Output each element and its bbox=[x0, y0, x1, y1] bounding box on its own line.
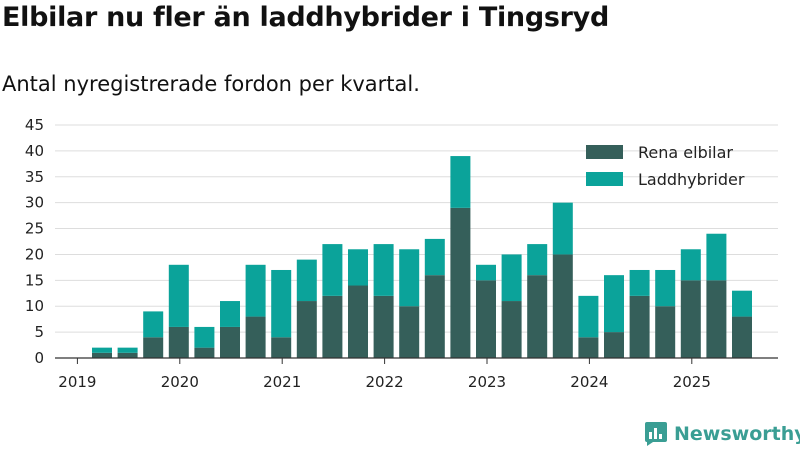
bar-rena-elbilar bbox=[296, 301, 317, 358]
bar-laddhybrider bbox=[348, 249, 368, 286]
bar-rena-elbilar bbox=[348, 285, 368, 358]
bar-laddhybrider bbox=[143, 311, 164, 338]
newsworthy-brand: Newsworthy bbox=[644, 420, 800, 448]
chart-subtitle: Antal nyregistrerade fordon per kvartal. bbox=[2, 72, 420, 96]
bar-laddhybrider bbox=[245, 264, 266, 317]
legend-swatch bbox=[586, 172, 623, 186]
bar-rena-elbilar bbox=[92, 352, 112, 358]
bar-laddhybrider bbox=[629, 269, 650, 296]
bar-rena-elbilar bbox=[322, 295, 343, 358]
bar-rena-elbilar bbox=[680, 280, 701, 358]
bar-rena-elbilar bbox=[424, 275, 445, 358]
y-axis: 0 5 10 15 20 25 30 35 40 45 bbox=[25, 116, 44, 367]
bar-rena-elbilar bbox=[194, 347, 215, 358]
legend-item-rena-elbilar: Rena elbilar bbox=[586, 143, 733, 162]
y-tick-label: 45 bbox=[25, 116, 44, 134]
x-tick-label: 2019 bbox=[58, 373, 96, 391]
y-tick-label: 0 bbox=[34, 349, 44, 367]
bar-rena-elbilar bbox=[220, 326, 240, 358]
bar-laddhybrider bbox=[296, 259, 317, 302]
legend: Rena elbilar Laddhybrider bbox=[586, 143, 745, 189]
bar-laddhybrider bbox=[732, 290, 752, 317]
y-tick-label: 5 bbox=[34, 323, 44, 341]
x-tick-label: 2021 bbox=[263, 373, 301, 391]
bars bbox=[92, 156, 752, 358]
bar-rena-elbilar bbox=[629, 295, 650, 358]
y-tick-label: 35 bbox=[25, 168, 44, 186]
chart-title: Elbilar nu fler än laddhybrider i Tingsr… bbox=[2, 2, 609, 33]
x-tick-label: 2020 bbox=[161, 373, 199, 391]
bar-laddhybrider bbox=[322, 244, 343, 296]
bar-rena-elbilar bbox=[271, 337, 292, 358]
bar-laddhybrider bbox=[271, 269, 292, 338]
y-tick-label: 15 bbox=[25, 271, 44, 289]
bar-laddhybrider bbox=[450, 156, 471, 208]
x-axis: 2019 2020 2021 2022 2023 2024 2025 bbox=[55, 357, 778, 391]
bar-rena-elbilar bbox=[578, 337, 599, 358]
bar-laddhybrider bbox=[194, 326, 215, 348]
bar-laddhybrider bbox=[399, 249, 420, 307]
bar-rena-elbilar bbox=[117, 352, 138, 358]
y-tick-label: 25 bbox=[25, 220, 44, 238]
bar-laddhybrider bbox=[92, 347, 112, 353]
bar-laddhybrider bbox=[501, 254, 522, 302]
legend-item-laddhybrider: Laddhybrider bbox=[586, 170, 745, 189]
y-tick-label: 20 bbox=[25, 245, 44, 263]
bar-laddhybrider bbox=[527, 244, 548, 276]
bar-rena-elbilar bbox=[245, 316, 266, 358]
bar-laddhybrider bbox=[552, 202, 573, 255]
x-tick-label: 2024 bbox=[570, 373, 608, 391]
bar-rena-elbilar bbox=[604, 332, 624, 358]
bar-laddhybrider bbox=[220, 301, 240, 327]
bar-chart-logo-icon bbox=[645, 422, 667, 446]
x-tick-label: 2022 bbox=[366, 373, 404, 391]
bar-laddhybrider bbox=[373, 244, 394, 296]
bar-rena-elbilar bbox=[501, 301, 522, 358]
x-tick-label: 2025 bbox=[673, 373, 711, 391]
legend-swatch bbox=[586, 145, 623, 159]
bar-rena-elbilar bbox=[527, 275, 548, 358]
bar-laddhybrider bbox=[476, 264, 496, 281]
bar-laddhybrider bbox=[706, 233, 727, 281]
bar-rena-elbilar bbox=[706, 280, 727, 358]
bar-laddhybrider bbox=[655, 269, 676, 307]
bar-rena-elbilar bbox=[450, 207, 471, 358]
bar-laddhybrider bbox=[680, 249, 701, 281]
bar-rena-elbilar bbox=[552, 254, 573, 358]
bar-laddhybrider bbox=[117, 347, 138, 353]
y-tick-label: 40 bbox=[25, 142, 44, 160]
bar-rena-elbilar bbox=[168, 326, 189, 358]
bar-laddhybrider bbox=[604, 275, 624, 333]
bar-rena-elbilar bbox=[399, 306, 420, 358]
legend-label: Laddhybrider bbox=[638, 170, 745, 189]
bar-rena-elbilar bbox=[373, 295, 394, 358]
bar-laddhybrider bbox=[578, 295, 599, 338]
y-tick-label: 10 bbox=[25, 297, 44, 315]
brand-name: Newsworthy bbox=[674, 423, 800, 445]
legend-label: Rena elbilar bbox=[638, 143, 733, 162]
bar-rena-elbilar bbox=[143, 337, 164, 358]
x-tick-label: 2023 bbox=[468, 373, 506, 391]
bar-laddhybrider bbox=[168, 264, 189, 327]
bar-rena-elbilar bbox=[655, 306, 676, 358]
bar-laddhybrider bbox=[424, 238, 445, 276]
bar-rena-elbilar bbox=[476, 280, 496, 358]
bar-rena-elbilar bbox=[732, 316, 752, 358]
y-tick-label: 30 bbox=[25, 194, 44, 212]
